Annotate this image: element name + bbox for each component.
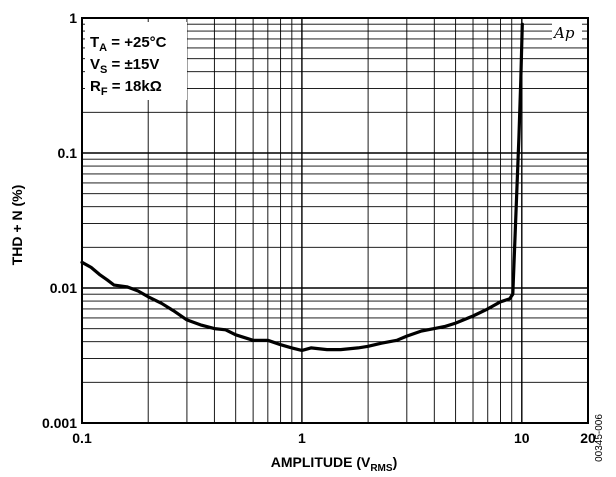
x-tick-label: 20 (580, 430, 596, 446)
conditions-box (85, 22, 187, 100)
y-tick-label: 0.01 (50, 280, 77, 296)
logo-box (552, 21, 582, 43)
tick-labels: 0.1 1 10 20 1 0.1 0.01 0.001 (42, 10, 596, 446)
x-tick-label: 10 (514, 430, 530, 446)
thd-curve (80, 22, 524, 352)
x-tick-label: 1 (298, 430, 306, 446)
y-tick-label: 1 (69, 10, 77, 26)
x-tick-label: 0.1 (72, 430, 92, 446)
grid (82, 18, 588, 423)
y-axis-label: THD + N (%) (9, 185, 25, 266)
x-axis-label: AMPLITUDE (VRMS) (271, 454, 397, 474)
condition-line: TA = +25°C (90, 34, 167, 54)
y-tick-label: 0.1 (58, 145, 78, 161)
y-tick-label: 0.001 (42, 415, 77, 431)
plot-frame (81, 17, 589, 424)
condition-line: VS = ±15V (90, 56, 159, 76)
ap-logo: Ap (552, 24, 575, 42)
condition-line: RF = 18kΩ (90, 78, 162, 98)
figure-code: 00345-006 (594, 414, 605, 462)
